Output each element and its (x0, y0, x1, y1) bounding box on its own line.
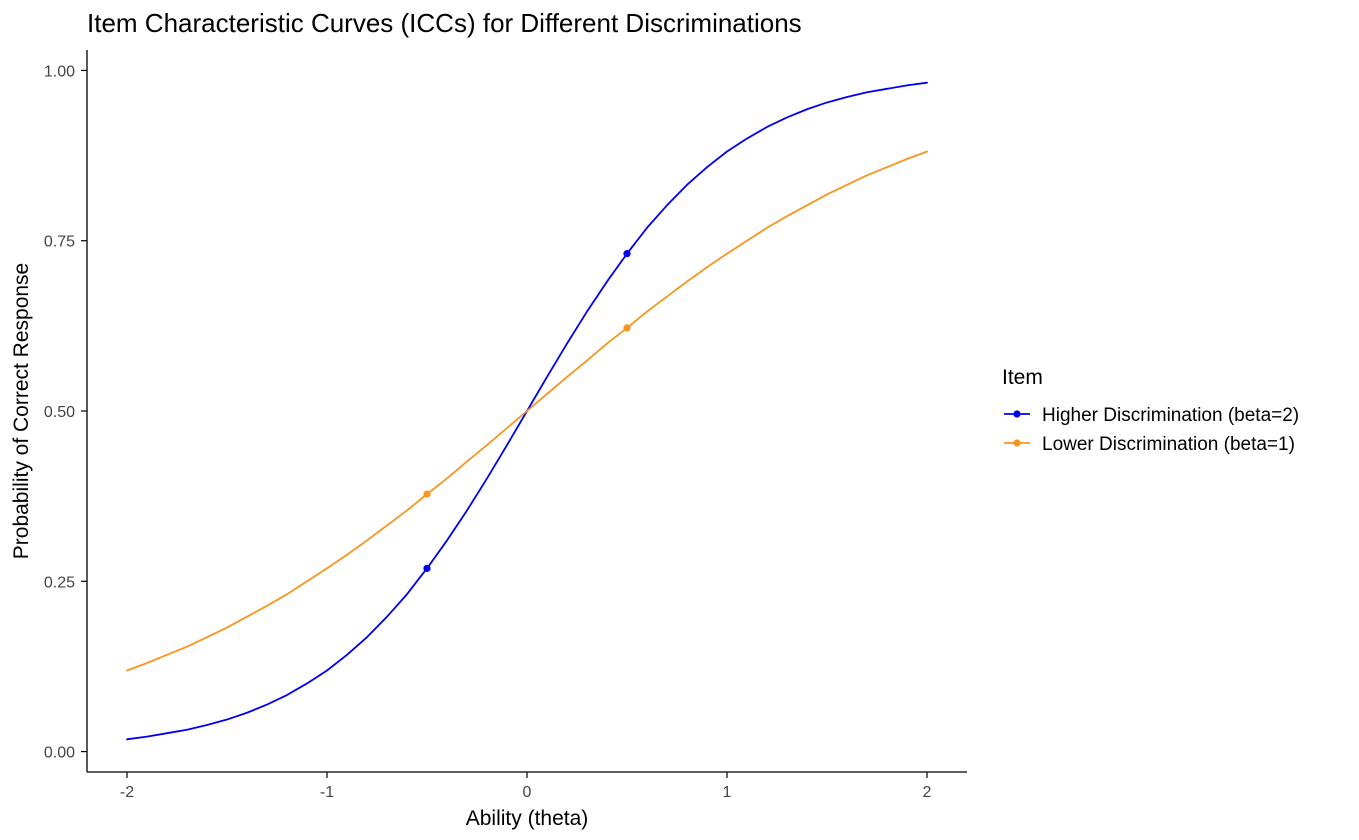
y-tick-label: 0.25 (44, 574, 75, 591)
legend-items: Higher Discrimination (beta=2) Lower Disc… (1004, 405, 1299, 455)
legend-label: Higher Discrimination (beta=2) (1042, 405, 1299, 426)
y-tick-label: 1.00 (44, 63, 75, 80)
data-point (423, 564, 431, 572)
legend-item: Higher Discrimination (beta=2) (1004, 405, 1299, 426)
y-axis-label: Probability of Correct Response (10, 263, 33, 559)
legend-item: Lower Discrimination (beta=1) (1004, 434, 1295, 455)
y-tick-label: 0.00 (44, 745, 75, 762)
y-tick-label: 0.50 (44, 404, 75, 421)
series-2 (126, 150, 928, 672)
plot-series (126, 81, 928, 741)
legend-key-point (1013, 410, 1021, 418)
y-tick-label: 0.75 (44, 234, 75, 251)
data-point (423, 490, 431, 498)
series-line (126, 150, 928, 672)
data-point (623, 324, 631, 332)
chart-title: Item Characteristic Curves (ICCs) for Di… (87, 8, 802, 38)
legend-key-point (1013, 439, 1021, 447)
x-tick-label: -1 (320, 784, 334, 801)
x-tick-label: 0 (523, 784, 532, 801)
x-tick-label: -2 (120, 784, 134, 801)
x-axis-label: Ability (theta) (466, 807, 589, 830)
axes: -2 -1 0 1 2 0.00 0.25 0.50 0.75 1.00 (44, 50, 967, 801)
legend-label: Lower Discrimination (beta=1) (1042, 434, 1295, 455)
legend: Item Higher Discrimination (beta=2) Lower… (1002, 366, 1299, 455)
data-point (623, 250, 631, 258)
x-tick-label: 2 (923, 784, 932, 801)
x-tick-label: 1 (723, 784, 732, 801)
y-ticks: 0.00 0.25 0.50 0.75 1.00 (44, 63, 87, 762)
legend-title: Item (1002, 366, 1043, 389)
x-ticks: -2 -1 0 1 2 (120, 772, 932, 801)
